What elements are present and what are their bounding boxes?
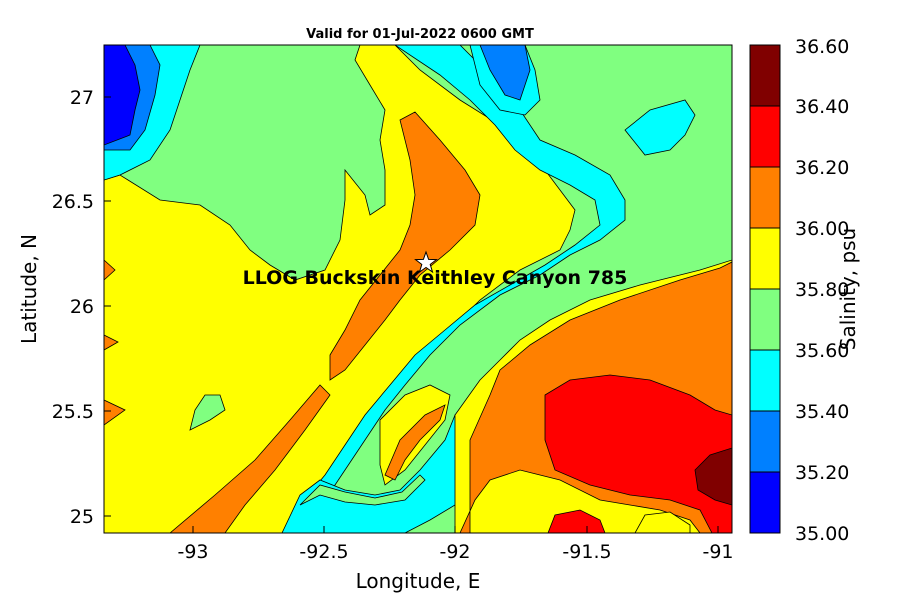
x-tick-label: -93 xyxy=(177,541,208,563)
y-axis-label: Latitude, N xyxy=(17,234,41,344)
x-tick-label: -92.5 xyxy=(299,541,348,563)
colorbar-tick: 36.60 xyxy=(795,36,849,58)
contour-35.4-ne xyxy=(624,99,696,156)
contour-36.0-strand xyxy=(169,384,331,533)
colorbar-tick: 36.40 xyxy=(795,96,849,118)
colorbar-swatch xyxy=(750,167,780,228)
x-tick-label: -91.5 xyxy=(562,541,611,563)
colorbar-swatch xyxy=(750,228,780,289)
y-tick-label: 26.5 xyxy=(52,191,94,213)
x-tick-label: -92 xyxy=(439,541,470,563)
colorbar-swatch xyxy=(750,45,780,106)
y-tick-label: 27 xyxy=(70,87,94,109)
station-star-icon xyxy=(414,250,438,274)
colorbar-swatch xyxy=(750,411,780,472)
contour-35.8-spot xyxy=(634,511,691,533)
colorbar-swatch xyxy=(750,106,780,167)
colorbar-swatch xyxy=(750,350,780,411)
contour-36.0-edge1 xyxy=(104,259,116,281)
colorbar-swatch xyxy=(750,289,780,350)
contour-35.4-south xyxy=(281,414,476,533)
colorbar-tick: 36.00 xyxy=(795,218,849,240)
contour-36.0-ridge xyxy=(329,111,481,381)
colorbar-tick: 36.20 xyxy=(795,157,849,179)
colorbar-tick: 35.20 xyxy=(795,462,849,484)
colorbar-tick: 35.80 xyxy=(795,279,849,301)
colorbar-label: Salinity, psu xyxy=(836,228,860,350)
contour-36.0-edge2 xyxy=(104,334,119,351)
contour-36.0-streak xyxy=(384,404,446,481)
contour-36.4-east xyxy=(694,447,732,506)
y-tick-label: 25.5 xyxy=(52,401,94,423)
colorbar-tick: 35.00 xyxy=(795,523,849,545)
y-axis: 25 25.5 26 26.5 27 Latitude, N xyxy=(17,87,111,528)
station-label: LLOG Buckskin Keithley Canyon 785 xyxy=(243,267,628,289)
x-axis-label: Longitude, E xyxy=(356,569,481,593)
y-tick-label: 25 xyxy=(70,506,94,528)
colorbar-tick: 35.40 xyxy=(795,401,849,423)
x-tick-label: -91 xyxy=(702,541,733,563)
x-axis: -93 -92.5 -92 -91.5 -91 Longitude, E xyxy=(177,526,734,593)
contour-35.2-north xyxy=(479,45,531,101)
contour-field xyxy=(104,45,732,533)
contour-35.6-patch xyxy=(189,394,226,431)
contour-35.4-band xyxy=(281,45,626,533)
station-annotation: LLOG Buckskin Keithley Canyon 785 xyxy=(243,250,628,289)
contour-35.6-south xyxy=(299,474,426,506)
y-tick-label: 26 xyxy=(70,296,94,318)
colorbar-swatch xyxy=(750,472,780,533)
plot-title: Valid for 01-Jul-2022 0600 GMT xyxy=(306,27,534,42)
contour-35.0-nw xyxy=(104,45,141,146)
contour-36.0-edge3 xyxy=(104,399,126,426)
colorbar: 35.00 35.20 35.40 35.60 35.80 36.00 36.2… xyxy=(749,36,860,545)
plot-frame xyxy=(103,44,733,534)
contour-36.2-east xyxy=(544,374,732,533)
colorbar-tick: 35.60 xyxy=(795,340,849,362)
contour-36.2-south xyxy=(547,509,606,533)
